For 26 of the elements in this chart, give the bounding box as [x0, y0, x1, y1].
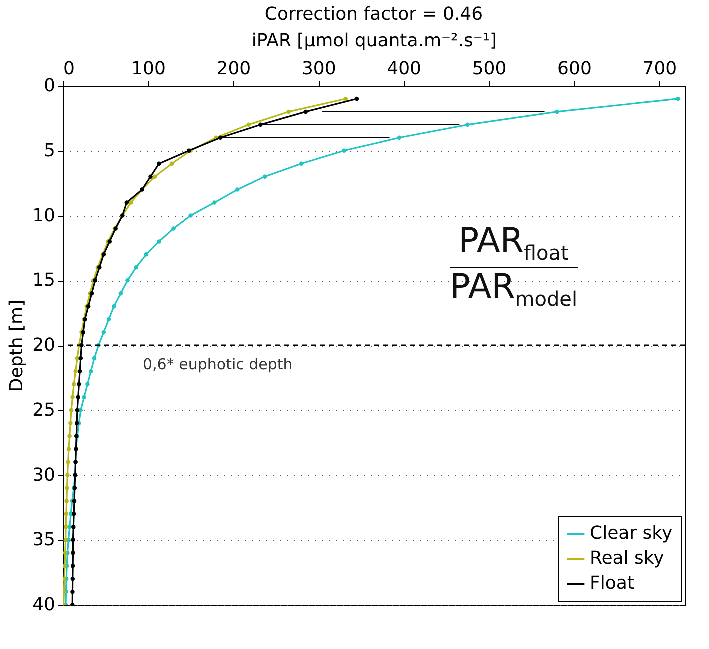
annotation: PAR$_{float}$ — [450, 221, 578, 268]
y-tick-label: 30 — [32, 464, 56, 486]
x-tick-label: 700 — [642, 58, 678, 80]
x-tick-label: 600 — [558, 58, 592, 80]
y-tick-label: 35 — [32, 530, 56, 551]
x-tick-label: 500 — [472, 58, 507, 80]
ref-line-label: 0,6* euphotic depth — [143, 356, 293, 374]
y-axis-title: Depth [m] — [6, 300, 28, 392]
legend-label: Float — [590, 573, 634, 594]
y-tick-label: 5 — [44, 140, 56, 162]
x-axis-title: iPAR [µmol quanta.m⁻².s⁻¹] — [252, 30, 498, 52]
x-tick-label: 200 — [216, 58, 252, 80]
annotation: PAR$_{model}$ — [450, 266, 578, 311]
x-tick-label: 300 — [302, 58, 336, 80]
x-tick-label: 400 — [387, 58, 422, 80]
legend-label: Clear sky — [590, 523, 673, 544]
x-tick-label: 100 — [132, 58, 166, 80]
y-tick-label: 40 — [32, 594, 56, 616]
chart-title: Correction factor = 0.46 — [264, 4, 484, 25]
y-tick-label: 0 — [44, 76, 56, 96]
y-tick-label: 25 — [32, 400, 56, 421]
legend-label: Real sky — [590, 548, 665, 569]
y-tick-label: 15 — [32, 270, 56, 292]
y-tick-label: 10 — [32, 205, 56, 226]
x-tick-label: 0 — [64, 58, 75, 80]
y-tick-label: 20 — [32, 335, 56, 356]
